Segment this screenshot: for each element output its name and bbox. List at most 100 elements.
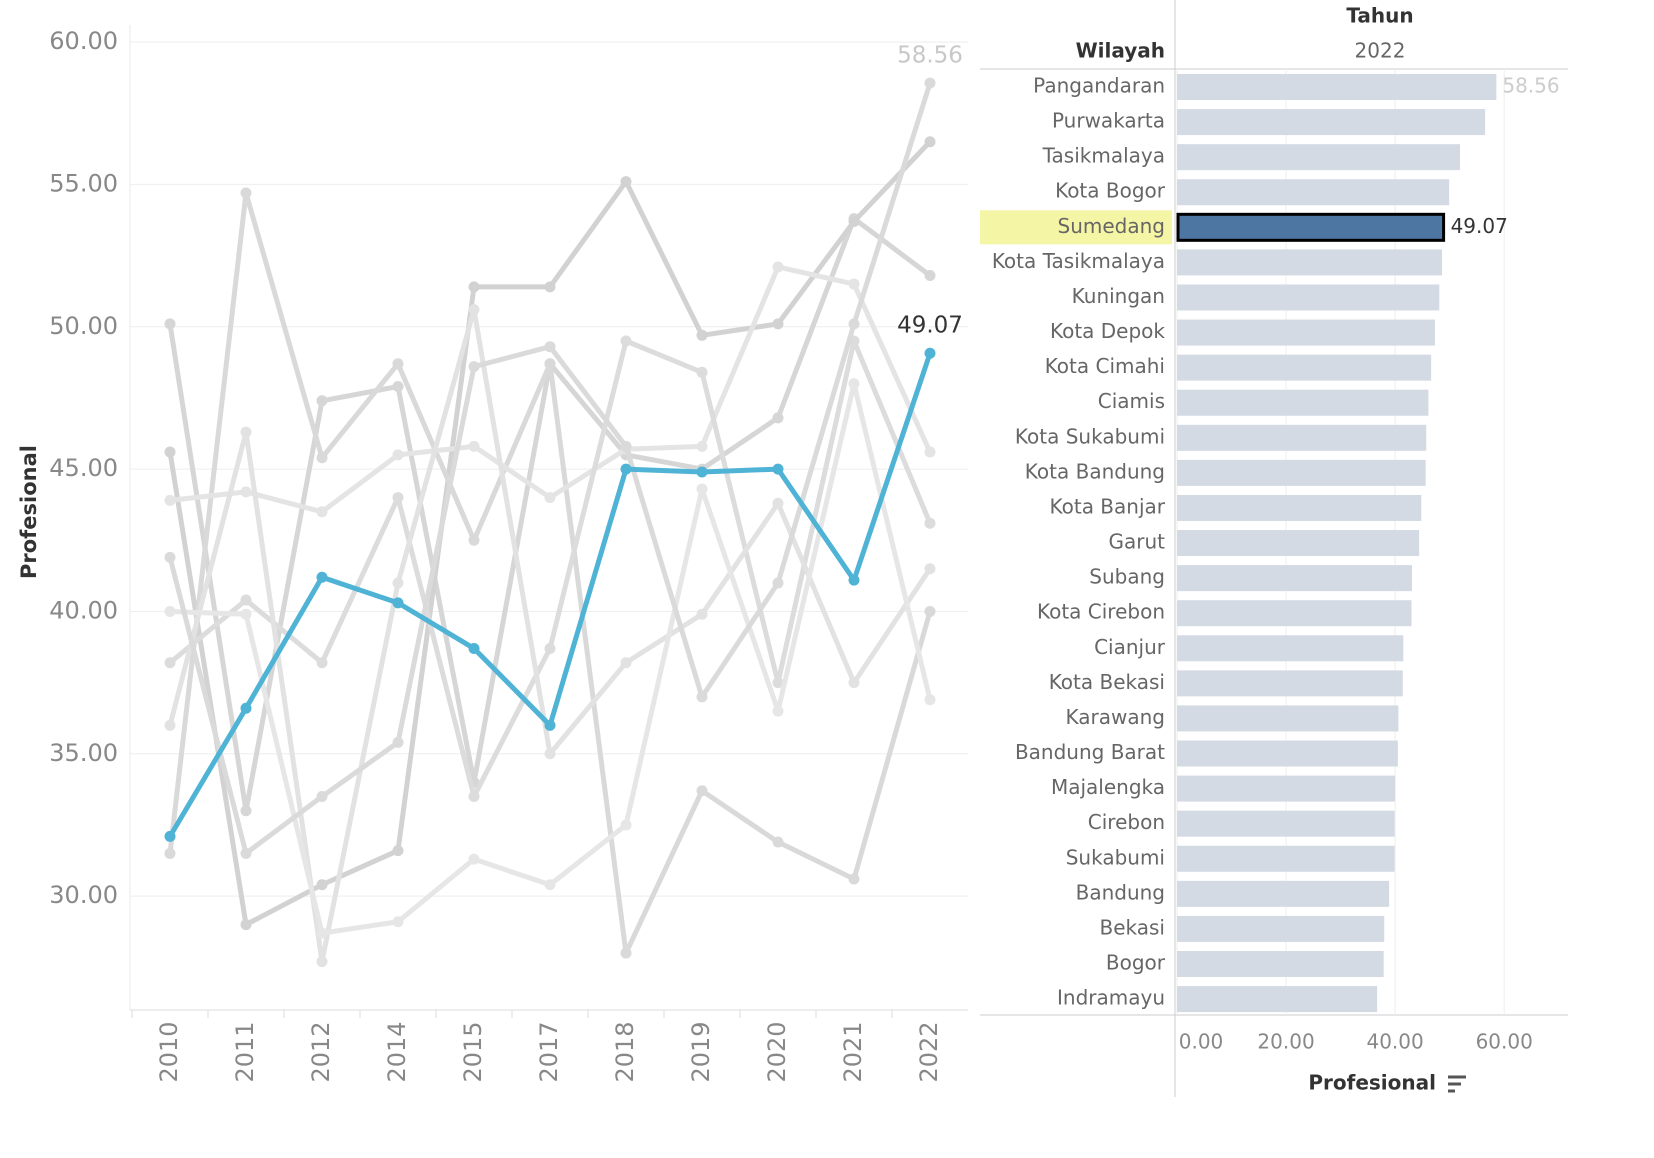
point <box>544 719 556 731</box>
series-line <box>167 190 933 956</box>
series-line <box>169 264 933 515</box>
point <box>164 719 176 731</box>
bar <box>1177 144 1461 171</box>
y-tick-label: 40.00 <box>49 596 118 624</box>
point <box>772 318 784 330</box>
row-label: Bogor <box>1106 951 1166 975</box>
x-tick-label: 2019 <box>687 1021 715 1082</box>
bar <box>1177 635 1404 662</box>
point <box>848 574 860 586</box>
row-label: Cianjur <box>1094 635 1166 659</box>
point <box>924 270 936 282</box>
point <box>316 956 328 968</box>
point <box>240 919 252 931</box>
point <box>696 466 708 478</box>
row-label: Sumedang <box>1058 214 1165 238</box>
bar <box>1177 915 1385 942</box>
x-tick-label: 2017 <box>535 1021 563 1082</box>
series-line <box>169 381 933 936</box>
row-label: Tasikmalaya <box>1042 144 1165 168</box>
bar <box>1177 74 1497 100</box>
point <box>772 463 784 475</box>
series-line <box>167 82 933 856</box>
bar <box>1176 212 1446 242</box>
point <box>924 446 936 458</box>
point <box>620 463 632 475</box>
bar <box>1177 880 1390 907</box>
x-tick-label: 0.00 <box>1179 1030 1224 1054</box>
row-label: Kota Bogor <box>1055 179 1166 203</box>
point <box>240 594 252 606</box>
row-label: Purwakarta <box>1052 109 1165 133</box>
point <box>696 329 708 341</box>
point <box>772 412 784 424</box>
point <box>468 361 480 373</box>
x-tick-label: 2015 <box>459 1021 487 1082</box>
data-label: 58.56 <box>1502 74 1559 98</box>
x-tick-label: 2011 <box>231 1021 259 1082</box>
row-label: Kota Bekasi <box>1049 670 1165 694</box>
row-label: Indramayu <box>1057 986 1165 1010</box>
point <box>696 483 708 495</box>
y-tick-label: 30.00 <box>49 881 118 909</box>
bar <box>1177 249 1443 276</box>
point <box>772 677 784 689</box>
point <box>924 517 936 529</box>
y-tick-label: 50.00 <box>49 312 118 340</box>
point <box>164 657 176 669</box>
column-header: Tahun <box>1346 4 1413 28</box>
bar <box>1177 284 1440 311</box>
point <box>544 281 556 293</box>
point <box>164 446 176 458</box>
row-label: Bekasi <box>1100 915 1166 939</box>
row-label: Kota Cimahi <box>1045 354 1165 378</box>
bar <box>1177 600 1412 627</box>
row-label: Majalengka <box>1051 775 1165 799</box>
x-axis-label: Profesional <box>1308 1071 1436 1095</box>
point <box>240 426 252 438</box>
point <box>544 492 556 504</box>
point <box>164 847 176 859</box>
point <box>924 136 936 148</box>
point <box>924 605 936 617</box>
point <box>848 215 860 227</box>
bar <box>1177 740 1398 767</box>
point <box>620 819 632 831</box>
bar <box>1177 565 1413 592</box>
point <box>316 395 328 407</box>
bar <box>1177 986 1378 1013</box>
sort-icon[interactable] <box>1448 1075 1466 1093</box>
bar <box>1177 775 1396 802</box>
x-tick-label: 2014 <box>383 1021 411 1082</box>
row-label: Ciamis <box>1098 389 1165 413</box>
point <box>620 176 632 188</box>
point <box>848 677 860 689</box>
bar <box>1177 810 1395 837</box>
point <box>924 77 936 89</box>
point <box>696 691 708 703</box>
row-highlight <box>980 210 1172 245</box>
point <box>164 830 176 842</box>
point <box>164 318 176 330</box>
point <box>164 494 176 506</box>
point <box>164 551 176 563</box>
point <box>468 853 480 865</box>
point <box>392 577 404 589</box>
point <box>468 281 480 293</box>
bar <box>1177 494 1422 521</box>
data-label: 58.56 <box>897 43 963 69</box>
point <box>316 879 328 891</box>
row-label: Bandung <box>1076 880 1165 904</box>
row-label: Kota Sukabumi <box>1015 424 1165 448</box>
bar <box>1177 179 1450 206</box>
data-label: 49.07 <box>897 313 963 339</box>
bar <box>1177 319 1435 346</box>
y-axis-label: Profesional <box>17 445 41 579</box>
point <box>240 847 252 859</box>
point <box>392 845 404 857</box>
point <box>772 497 784 509</box>
x-tick-label: 2012 <box>307 1021 335 1082</box>
row-label: Kota Banjar <box>1050 494 1166 518</box>
